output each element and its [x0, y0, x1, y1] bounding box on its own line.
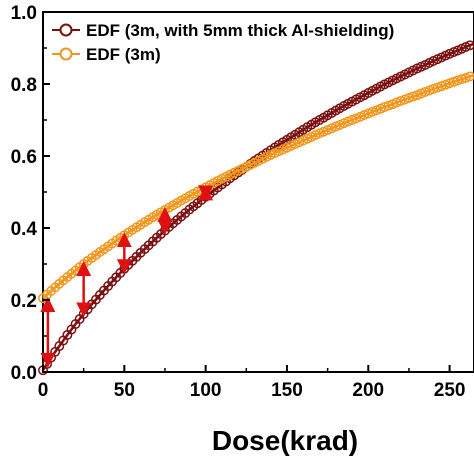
legend-marker	[59, 23, 73, 37]
y-tick-label: 0.6	[11, 147, 37, 168]
x-tick-label: 150	[271, 380, 303, 401]
x-axis-title: Dose(krad)	[212, 425, 358, 456]
series-1	[38, 71, 474, 304]
series-0	[38, 40, 474, 376]
x-tick-label: 50	[114, 380, 135, 401]
data-point	[464, 40, 474, 51]
legend-label: EDF (3m)	[86, 45, 161, 64]
plot-area	[38, 11, 474, 376]
x-tick-label: 200	[352, 380, 384, 401]
data-point	[383, 100, 394, 111]
x-tick-label: 0	[38, 380, 49, 401]
series-layer	[38, 40, 474, 376]
y-tick-label: 1.0	[11, 3, 37, 24]
x-tick-label: 100	[190, 380, 222, 401]
series-fit-line	[42, 73, 474, 300]
y-tick-label: 0.0	[11, 363, 37, 384]
legend-label: EDF (3m, with 5mm thick Al-shielding)	[86, 21, 394, 40]
y-tick-label: 0.2	[11, 291, 37, 312]
data-point	[408, 91, 418, 102]
data-point	[464, 71, 474, 82]
series-fit-line	[41, 42, 474, 371]
annotation-layer	[40, 185, 214, 368]
x-axis: 0 50 100 150 200 250	[38, 365, 466, 401]
y-axis: 0.0 0.2 0.4 0.6 0.8 1.0	[11, 3, 50, 384]
x-tick-label: 250	[434, 380, 466, 401]
y-tick-label: 0.4	[11, 219, 38, 240]
legend-marker	[59, 47, 73, 61]
plot-frame	[42, 11, 474, 373]
legend: EDF (3m, with 5mm thick Al-shielding) EDF…	[52, 21, 394, 64]
y-tick-label: 0.8	[11, 75, 37, 96]
